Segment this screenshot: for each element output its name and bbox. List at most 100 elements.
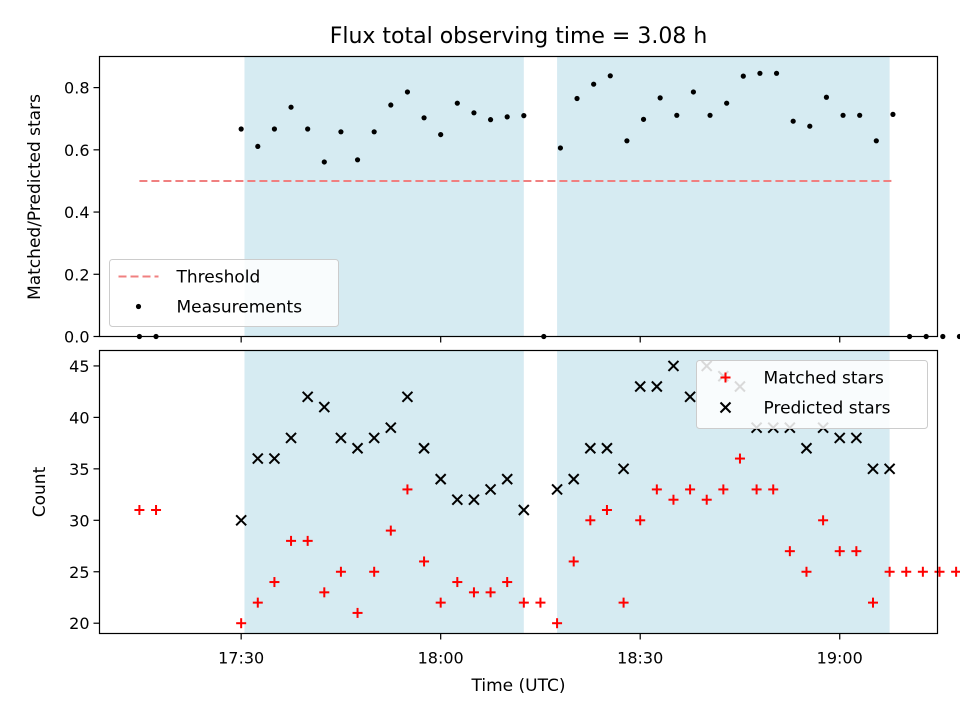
predicted-stars-point: [501, 473, 513, 485]
predicted-stars-point-b: [834, 432, 846, 444]
measurement-point: [557, 145, 564, 151]
legend-label: Measurements: [177, 298, 303, 318]
matched-stars-point: [252, 597, 263, 608]
predicted-stars-point-b: [567, 473, 580, 485]
predicted-stars-point-b: [584, 442, 597, 454]
predicted-stars-point-b: [285, 432, 297, 444]
predicted-stars-point-b: [684, 391, 696, 403]
predicted-stars-point-b: [235, 514, 247, 527]
x-tick-label: 18:30: [617, 649, 663, 668]
predicted-stars-point-b: [501, 473, 513, 485]
matched-stars-point: [751, 484, 762, 495]
matched-stars-point: [485, 587, 496, 598]
measurement-point: [757, 70, 763, 76]
measurement-point: [288, 104, 294, 110]
matched-stars-point: [552, 618, 563, 629]
predicted-stars-point-b: [850, 432, 863, 444]
matched-stars-point: [768, 484, 779, 495]
measurement-point: [607, 73, 613, 79]
count-panel-frame: [98, 349, 939, 635]
measurement-point: [674, 112, 680, 118]
measurement-point: [773, 70, 780, 76]
measurement-point: [471, 110, 477, 116]
measurement-point: [574, 95, 580, 102]
ratio-panel: 0.00.20.40.60.8 Matched/Predicted stars …: [25, 55, 960, 347]
predicted-stars-point: [617, 463, 630, 475]
predicted-stars-point: [268, 452, 281, 465]
measurement-point: [338, 129, 344, 135]
matched-stars-point: [302, 535, 313, 546]
matched-stars-point: [618, 597, 629, 608]
predicted-stars-point-b: [634, 380, 646, 393]
matched-stars-point: [352, 607, 363, 618]
predicted-stars-point-b: [301, 391, 314, 403]
matched-stars-point: [369, 566, 380, 577]
matched-stars-point: [651, 484, 662, 495]
x-axis-label: Time (UTC): [471, 676, 566, 696]
predicted-stars-point: [867, 463, 879, 475]
predicted-stars-point-b: [318, 401, 331, 413]
predicted-stars-point: [301, 391, 314, 403]
x-tick-label: 18:00: [418, 649, 464, 668]
measurement-point: [321, 159, 327, 165]
predicted-stars-point-b: [651, 380, 663, 393]
x-tick-label: 19:00: [817, 649, 863, 668]
matched-stars-point: [685, 484, 696, 495]
y-tick-label: 0.6: [64, 141, 89, 160]
ratio-panel-y-axis-label: Matched/Predicted stars: [25, 94, 45, 300]
measurement-point: [591, 81, 597, 87]
y-tick-label: 0.8: [64, 79, 89, 98]
predicted-stars-point-b: [434, 473, 447, 485]
predicted-stars-point-b: [351, 442, 364, 454]
predicted-stars-point-b: [385, 421, 397, 434]
ratio-panel-y-ticks: 0.0 0.2 0.4 0.6 0.8: [64, 79, 100, 347]
measurement-point: [857, 112, 863, 118]
legend-x-swatch-b: [719, 401, 732, 414]
matched-stars-point: [269, 577, 280, 588]
legend-dot-swatch: [135, 303, 142, 310]
predicted-stars-point: [634, 380, 646, 393]
matched-stars-point: [834, 546, 845, 557]
predicted-stars-point: [667, 360, 680, 372]
predicted-stars-point-b: [418, 442, 430, 454]
measurement-point: [707, 112, 713, 118]
matched-stars-point: [452, 577, 463, 588]
matched-stars-point: [335, 566, 346, 577]
predicted-stars-point-b: [451, 494, 464, 506]
predicted-stars-point-b: [867, 463, 879, 475]
predicted-stars-point-b: [335, 432, 347, 444]
matched-stars-point: [535, 597, 546, 608]
predicted-stars-point: [318, 401, 331, 413]
y-tick-label: 0.4: [64, 203, 89, 222]
predicted-stars-point: [418, 442, 430, 454]
measurement-point: [740, 73, 746, 79]
predicted-stars-point: [850, 432, 863, 444]
measurement-point: [271, 126, 278, 132]
measurement-point: [454, 100, 460, 106]
observing-window-1: [244, 350, 524, 634]
matched-stars-point: [701, 494, 712, 505]
matched-stars-point: [884, 566, 895, 577]
ratio-panel-x-ticks: [240, 336, 841, 343]
predicted-stars-point-b: [883, 463, 896, 475]
measurement-point: [238, 126, 244, 132]
matched-stars-point: [934, 566, 945, 577]
count-panel-y-axis-label: Count: [30, 466, 50, 517]
y-tick-label: 40: [69, 408, 89, 427]
ratio-panel-frame: [98, 55, 939, 338]
matched-stars-point: [818, 515, 829, 526]
measurement-point: [940, 333, 946, 340]
y-tick-label: 20: [69, 614, 89, 633]
measurement-point: [890, 111, 896, 117]
predicted-stars-point: [451, 494, 464, 506]
measurement-point: [354, 157, 361, 163]
predicted-stars-point: [434, 473, 447, 485]
legend-label: Predicted stars: [764, 399, 891, 419]
predicted-stars-point: [834, 432, 846, 444]
predicted-stars-point: [584, 442, 597, 454]
predicted-stars-point: [518, 504, 530, 516]
predicted-stars-point: [385, 421, 397, 434]
y-tick-label: 0.2: [64, 265, 89, 284]
